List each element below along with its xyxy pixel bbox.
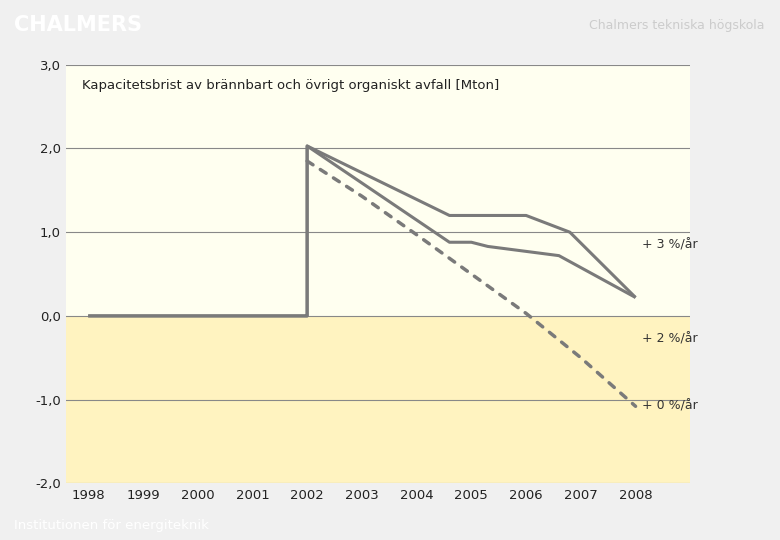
Text: + 0 %/år: + 0 %/år — [642, 400, 698, 413]
Text: Institutionen för energiteknik: Institutionen för energiteknik — [14, 519, 209, 532]
Text: CHALMERS: CHALMERS — [14, 15, 142, 35]
Text: + 3 %/år: + 3 %/år — [642, 238, 698, 251]
Text: + 2 %/år: + 2 %/år — [642, 333, 698, 346]
Bar — [66, 65, 690, 316]
Text: Chalmers tekniska högskola: Chalmers tekniska högskola — [589, 18, 764, 32]
Text: Kapacitetsbrist av brännbart och övrigt organiskt avfall [Mton]: Kapacitetsbrist av brännbart och övrigt … — [82, 79, 499, 92]
